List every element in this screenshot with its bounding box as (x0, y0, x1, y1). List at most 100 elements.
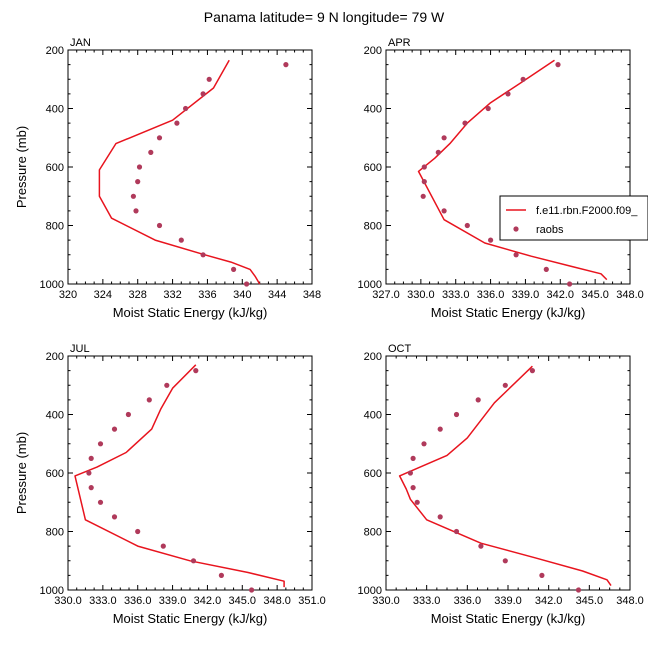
y-tick-label: 1000 (40, 279, 64, 291)
x-tick-label: 330.0 (54, 595, 82, 607)
x-tick-label: 345.0 (581, 289, 609, 301)
x-tick-label: 348.0 (616, 289, 644, 301)
model-profile-line (417, 59, 608, 281)
obs-point (539, 572, 545, 579)
obs-point (160, 543, 166, 549)
panels: 320 324 328 332 336 340 344 348 200 400 600 800 1000… (14, 37, 644, 626)
x-tick-label: 330.0 (372, 595, 400, 607)
panel-oct: 330.0 333.0 336.0 339.0 342.0 345.0 348.0 200 40… (358, 343, 644, 626)
legend-box (499, 195, 648, 241)
obs-point (146, 397, 152, 403)
obs-point (502, 382, 508, 388)
y-tick-label: 1000 (40, 585, 64, 597)
y-tick-label: 600 (46, 162, 64, 174)
x-tick-label: 342.0 (194, 595, 222, 607)
obs-point (97, 499, 104, 505)
obs-point (407, 470, 413, 476)
model-profile-line (98, 59, 261, 285)
obs-point (125, 411, 131, 418)
obs-point (529, 368, 536, 374)
obs-point (164, 382, 170, 388)
obs-point (130, 193, 136, 199)
x-tick-label: 332 (163, 289, 181, 301)
y-tick-label: 600 (364, 162, 382, 174)
obs-point (135, 528, 141, 535)
x-axis-title: Moist Static Energy (kJ/kg) (431, 305, 586, 320)
obs-point (513, 252, 519, 258)
obs-point (206, 76, 212, 82)
x-axis-title: Moist Static Energy (kJ/kg) (113, 305, 268, 320)
x-tick-label: 320 (59, 289, 77, 301)
y-tick-label: 600 (364, 468, 382, 480)
model-profile-line (74, 364, 285, 588)
obs-point (410, 485, 416, 491)
x-axis-title: Moist Static Energy (kJ/kg) (431, 611, 586, 626)
y-tick-label: 600 (46, 468, 64, 480)
obs-point (249, 587, 255, 593)
plot-frame (385, 355, 631, 591)
x-tick-label: 342.0 (547, 289, 575, 301)
obs-point (437, 514, 443, 520)
legend-model-label: f.e11.rbn.F2000.f09_ (536, 205, 638, 217)
x-tick-label: 328 (129, 289, 147, 301)
y-tick-label: 400 (364, 104, 382, 116)
obs-point (136, 164, 143, 170)
y-tick-label: 800 (46, 527, 64, 539)
obs-point (244, 281, 250, 287)
y-tick-label: 400 (364, 410, 382, 422)
plot-frame (67, 355, 313, 591)
obs-point (148, 149, 154, 155)
obs-point (421, 164, 427, 170)
x-tick-label: 333.0 (89, 595, 117, 607)
obs-point (475, 397, 481, 403)
x-tick-label: 336.0 (124, 595, 152, 607)
y-tick-label: 1000 (358, 279, 382, 291)
obs-point (488, 237, 494, 243)
panel-label: APR (388, 37, 411, 49)
obs-point (410, 455, 416, 461)
x-tick-label: 351.0 (298, 595, 326, 607)
obs-point (88, 455, 94, 461)
obs-point (200, 252, 206, 258)
obs-point (441, 208, 447, 214)
y-tick-label: 200 (364, 351, 382, 363)
x-tick-label: 340 (233, 289, 251, 301)
legend-obs-label: raobs (536, 224, 564, 236)
y-tick-label: 800 (46, 221, 64, 233)
y-axis-title: Pressure (mb) (14, 126, 29, 208)
obs-point (435, 149, 441, 155)
x-tick-label: 339.0 (512, 289, 540, 301)
panel-label: JAN (70, 37, 91, 49)
obs-point (421, 441, 427, 447)
obs-point (156, 135, 163, 141)
x-tick-label: 339.0 (494, 595, 522, 607)
panel-apr: 327.0 330.0 333.0 336.0 339.0 342.0 345.0 348.0… (358, 37, 644, 320)
y-tick-label: 200 (364, 45, 382, 57)
y-tick-label: 400 (46, 410, 64, 422)
y-tick-label: 800 (364, 221, 382, 233)
obs-point (111, 426, 118, 432)
obs-point (464, 222, 470, 229)
x-tick-label: 348.0 (616, 595, 644, 607)
obs-point (183, 105, 189, 112)
y-tick-label: 800 (364, 527, 382, 539)
panel-jan: 320 324 328 332 336 340 344 348 200 400 600 800 1000… (14, 37, 321, 320)
obs-point (218, 572, 224, 579)
obs-point (437, 426, 443, 432)
obs-point (174, 120, 180, 126)
obs-point (97, 441, 104, 447)
legend: f.e11.rbn.F2000.f09_ raobs (499, 195, 648, 241)
plot-frame (67, 49, 313, 285)
obs-point (453, 528, 460, 535)
obs-point (156, 222, 163, 229)
x-tick-label: 327.0 (372, 289, 400, 301)
x-tick-label: 348 (303, 289, 321, 301)
x-tick-label: 333.0 (442, 289, 470, 301)
y-tick-label: 200 (46, 351, 64, 363)
obs-point (485, 105, 491, 112)
x-tick-label: 342.0 (535, 595, 563, 607)
obs-point (231, 266, 237, 272)
obs-point (567, 281, 573, 287)
y-tick-label: 1000 (358, 585, 382, 597)
